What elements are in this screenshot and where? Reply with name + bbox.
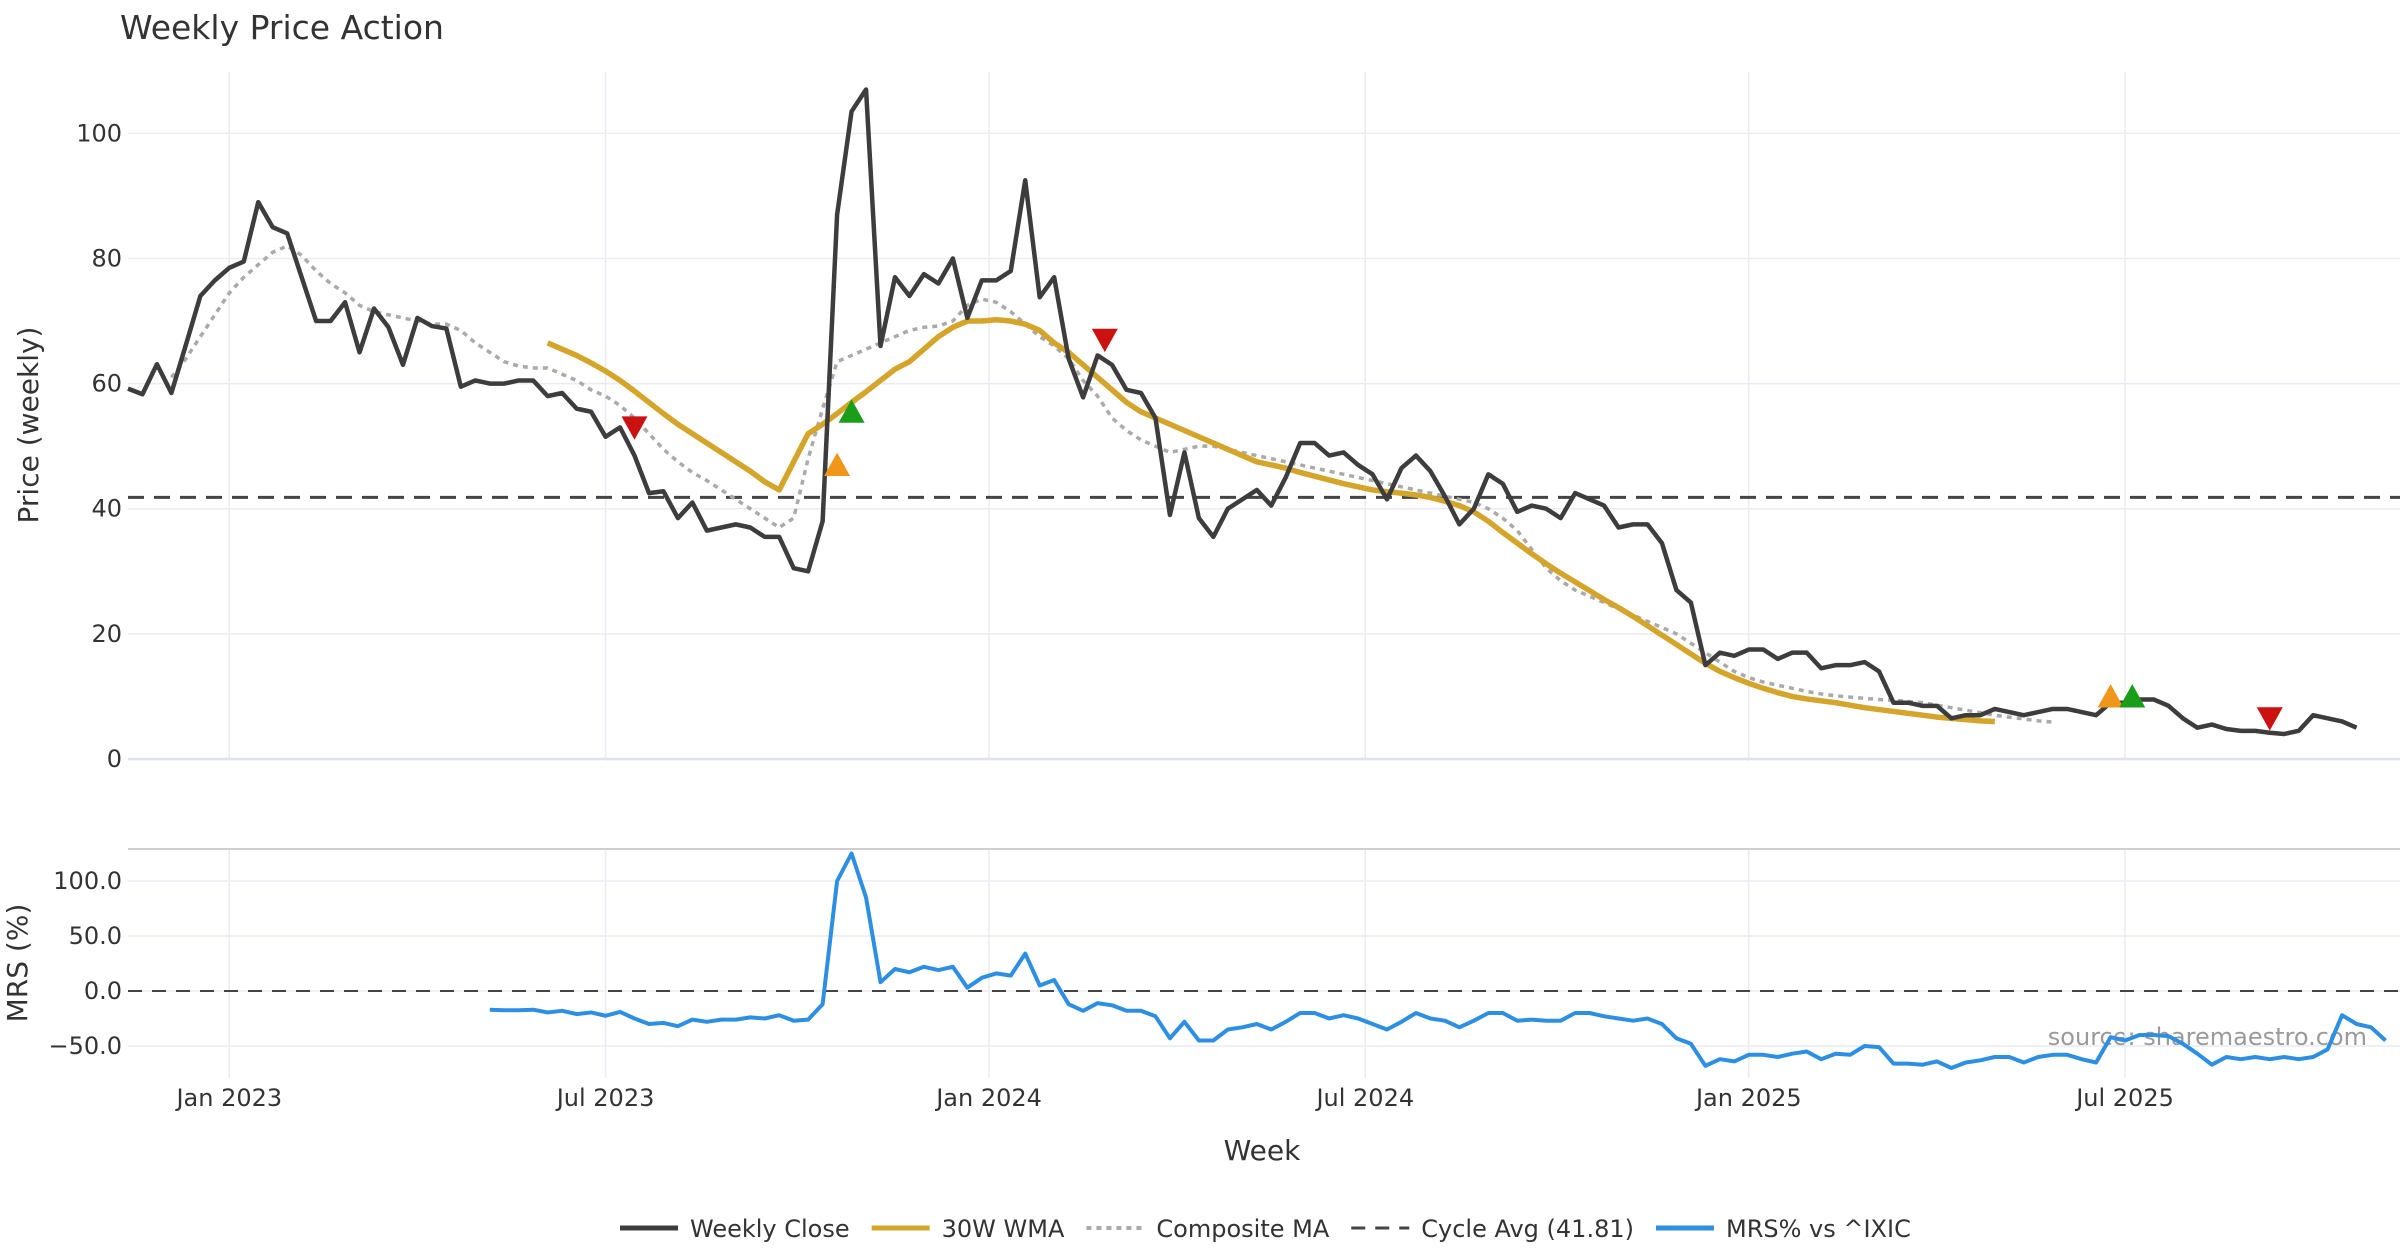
legend-label: Weekly Close xyxy=(690,1215,850,1243)
gridlines xyxy=(128,72,2400,1078)
mrs-y-tick-label: 50.0 xyxy=(69,922,122,950)
x-tick-label: Jul 2025 xyxy=(2074,1084,2174,1112)
mrs-line xyxy=(489,851,2387,1070)
mrs-y-tick-label: 0.0 xyxy=(84,977,122,1005)
buy-signal-marker xyxy=(2119,684,2146,708)
mrs-y-tick-label: 100.0 xyxy=(53,867,122,895)
chart-title: Weekly Price Action xyxy=(120,8,444,47)
x-axis-label: Week xyxy=(1224,1134,1301,1167)
x-tick-label: Jul 2024 xyxy=(1314,1084,1414,1112)
source-watermark: source: sharemaestro.com xyxy=(2048,1023,2367,1051)
price-y-tick-label: 0 xyxy=(107,745,122,773)
sell-signal-marker xyxy=(2256,707,2283,731)
price-y-tick-label: 60 xyxy=(91,370,122,398)
sell-signal-marker xyxy=(621,416,648,440)
legend-label: Composite MA xyxy=(1156,1215,1329,1243)
x-tick-label: Jan 2025 xyxy=(1694,1084,1802,1112)
price-y-axis-label: Price (weekly) xyxy=(12,327,45,524)
x-tick-label: Jan 2023 xyxy=(174,1084,282,1112)
price-y-tick-label: 40 xyxy=(91,495,122,523)
warning-signal-marker xyxy=(824,452,851,476)
mrs-y-tick-label: −50.0 xyxy=(48,1032,122,1060)
sell-signal-marker xyxy=(1091,328,1118,353)
legend-label: MRS% vs ^IXIC xyxy=(1726,1215,1911,1243)
x-tick-label: Jul 2023 xyxy=(555,1084,655,1112)
legend-label: 30W WMA xyxy=(942,1215,1065,1243)
buy-signal-marker xyxy=(838,399,865,423)
price-y-tick-label: 100 xyxy=(76,119,122,147)
wma-30w-line xyxy=(546,317,1995,725)
price-y-tick-label: 80 xyxy=(91,244,122,272)
legend-label: Cycle Avg (41.81) xyxy=(1421,1215,1634,1243)
x-tick-label: Jan 2024 xyxy=(934,1084,1042,1112)
price-y-tick-label: 20 xyxy=(91,620,122,648)
legend: Weekly Close 30W WMA Composite MA Cycle Avg… xyxy=(620,1215,1911,1243)
weekly-close-line xyxy=(127,87,2358,737)
warning-signal-marker xyxy=(2097,684,2124,708)
composite-ma-line xyxy=(170,243,2053,724)
mrs-y-axis-label: MRS (%) xyxy=(1,904,34,1023)
